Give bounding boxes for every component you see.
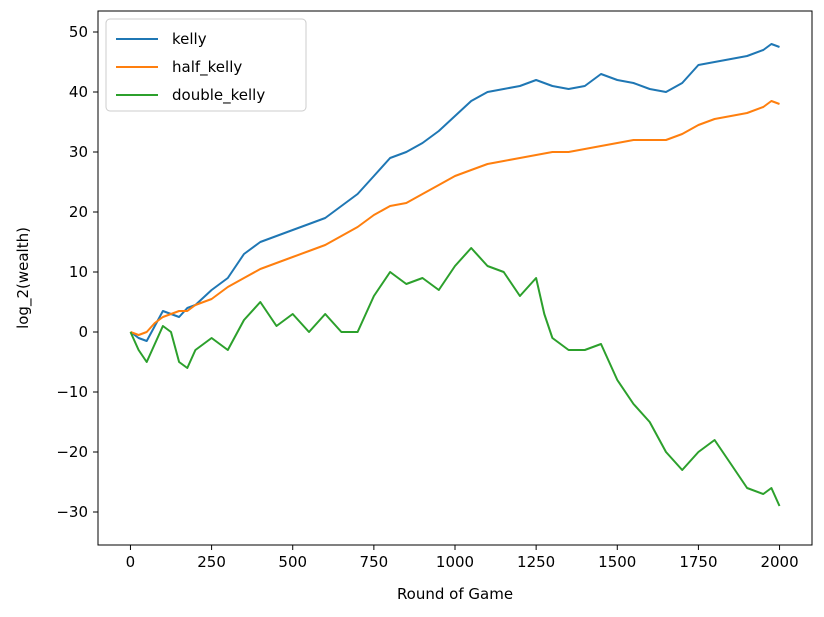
y-tick-label: 10 <box>69 263 88 281</box>
y-tick-label: −30 <box>56 503 88 521</box>
y-tick-label: 30 <box>69 143 88 161</box>
series-line-kelly <box>129 43 780 342</box>
y-tick-label: 0 <box>78 323 88 341</box>
x-tick-label: 2000 <box>760 553 798 571</box>
y-tick-label: 20 <box>69 203 88 221</box>
y-tick-label: 40 <box>69 83 88 101</box>
x-tick-label: 1500 <box>598 553 636 571</box>
x-tick-label: 0 <box>126 553 136 571</box>
legend-label-double-kelly: double_kelly <box>172 86 265 105</box>
legend-label-half-kelly: half_kelly <box>172 58 242 77</box>
x-tick-label: 750 <box>360 553 389 571</box>
legend: kelly half_kelly double_kelly <box>105 18 307 112</box>
x-axis: 0 250 500 750 1000 1250 1500 1750 2000 <box>126 545 799 571</box>
legend-label-kelly: kelly <box>172 30 207 48</box>
y-axis-title: log_2(wealth) <box>14 227 33 329</box>
y-tick-label: −10 <box>56 383 88 401</box>
x-tick-label: 1750 <box>679 553 717 571</box>
series-layer <box>129 43 781 507</box>
y-axis: −30 −20 −10 0 10 20 30 40 50 <box>56 23 98 521</box>
x-tick-label: 1000 <box>436 553 474 571</box>
y-tick-label: 50 <box>69 23 88 41</box>
x-tick-label: 250 <box>197 553 226 571</box>
x-tick-label: 1250 <box>517 553 555 571</box>
y-tick-label: −20 <box>56 443 88 461</box>
legend-box <box>105 18 307 112</box>
x-tick-label: 500 <box>278 553 307 571</box>
series-line-half-kelly <box>130 100 780 336</box>
series-line-double-kelly <box>129 247 781 507</box>
x-axis-title: Round of Game <box>397 585 513 603</box>
